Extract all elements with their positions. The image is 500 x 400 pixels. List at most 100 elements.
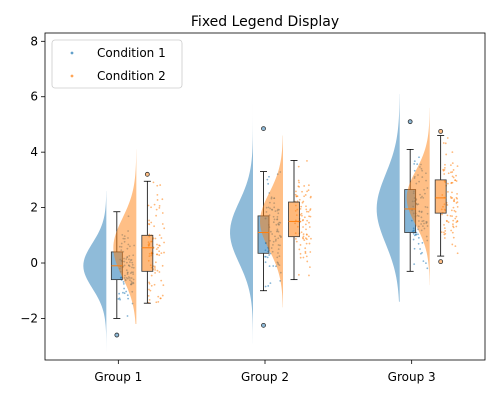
rain-point xyxy=(421,241,424,244)
rain-point xyxy=(300,231,303,234)
rain-point xyxy=(161,223,164,225)
rain-point xyxy=(156,243,158,246)
rain-point xyxy=(303,195,306,198)
rain-point xyxy=(122,281,125,283)
rain-point xyxy=(118,297,121,300)
rain-point xyxy=(305,255,308,258)
rain-point xyxy=(126,294,129,297)
chart-title: Fixed Legend Display xyxy=(191,14,339,30)
rain-point xyxy=(161,264,164,267)
rain-point xyxy=(150,206,152,209)
rain-point xyxy=(161,198,164,201)
outlier-point xyxy=(438,128,444,134)
rain-point xyxy=(425,262,427,265)
rain-point xyxy=(446,214,449,217)
rain-point xyxy=(163,251,165,254)
rain-point xyxy=(127,297,130,300)
rain-point xyxy=(413,160,416,163)
rain-point xyxy=(440,231,443,234)
rain-point xyxy=(456,220,459,223)
rain-point xyxy=(153,283,156,286)
rain-point xyxy=(443,168,446,171)
rain-point xyxy=(150,274,153,277)
rain-point xyxy=(413,162,416,165)
rain-point xyxy=(147,294,150,297)
rain-point xyxy=(308,215,310,218)
rain-point xyxy=(126,315,129,317)
plot-area xyxy=(83,93,459,352)
rain-point xyxy=(267,182,270,185)
rain-point xyxy=(154,271,156,274)
rain-point xyxy=(159,297,162,300)
rain-point xyxy=(153,265,156,268)
rain-point xyxy=(158,254,161,257)
rain-point xyxy=(267,285,270,287)
rain-point xyxy=(450,229,453,232)
rain-point xyxy=(295,195,298,198)
rain-point xyxy=(426,267,429,270)
rain-point xyxy=(309,215,312,218)
rain-point xyxy=(163,227,166,230)
rain-point xyxy=(303,216,306,219)
rain-point xyxy=(444,163,446,166)
rain-point xyxy=(264,285,267,288)
y-tick-label: −2 xyxy=(20,311,38,325)
rain-point xyxy=(412,232,415,235)
outlier-point xyxy=(144,171,150,177)
rain-point xyxy=(148,282,151,285)
rain-point xyxy=(156,269,159,272)
rain-point xyxy=(118,292,121,295)
rain-point xyxy=(297,185,300,188)
rain-point xyxy=(449,215,452,217)
rain-point xyxy=(304,247,307,250)
rain-point xyxy=(304,252,307,255)
rain-point xyxy=(299,256,302,259)
box-2-1 xyxy=(141,234,154,272)
rain-point xyxy=(308,274,310,277)
rain-point xyxy=(450,209,453,212)
rain-point xyxy=(449,196,452,198)
rain-point xyxy=(447,221,450,224)
rain-point xyxy=(420,252,422,255)
rain-point xyxy=(455,225,458,228)
rain-point xyxy=(304,250,307,253)
rain-point xyxy=(147,204,150,207)
rain-point xyxy=(306,160,308,162)
rain-point xyxy=(264,255,266,258)
rain-point xyxy=(161,294,164,297)
rain-point xyxy=(447,190,449,193)
rain-point xyxy=(455,174,457,177)
rain-point xyxy=(272,265,275,267)
rain-point xyxy=(150,221,153,224)
rain-point xyxy=(162,284,165,287)
y-tick-label: 0 xyxy=(30,256,38,270)
rain-point xyxy=(299,252,302,255)
y-tick-label: 2 xyxy=(30,201,38,215)
rain-point xyxy=(304,223,307,226)
rain-point xyxy=(305,242,308,245)
rain-point xyxy=(295,190,297,193)
rain-point xyxy=(299,244,302,246)
rain-point xyxy=(298,198,301,201)
rain-point xyxy=(454,179,457,182)
rain-point xyxy=(415,233,417,236)
rain-point xyxy=(446,137,449,139)
rain-point xyxy=(154,237,157,240)
rain-point xyxy=(451,231,454,234)
rain-point xyxy=(264,261,267,264)
rain-point xyxy=(452,236,455,239)
rain-point xyxy=(455,202,458,204)
x-tick-label: Group 1 xyxy=(94,370,142,384)
rain-point xyxy=(310,237,312,240)
cloud-1-2 xyxy=(230,99,253,344)
cloud-2-3 xyxy=(406,107,430,286)
rain-point xyxy=(158,244,161,247)
rain-point xyxy=(443,173,446,175)
rain-point xyxy=(443,231,445,234)
rain-point xyxy=(301,201,304,204)
legend-marker xyxy=(70,51,74,55)
rain-point xyxy=(304,194,307,196)
rain-point xyxy=(268,265,271,268)
rain-point xyxy=(413,263,416,265)
x-tick-label: Group 3 xyxy=(388,370,436,384)
